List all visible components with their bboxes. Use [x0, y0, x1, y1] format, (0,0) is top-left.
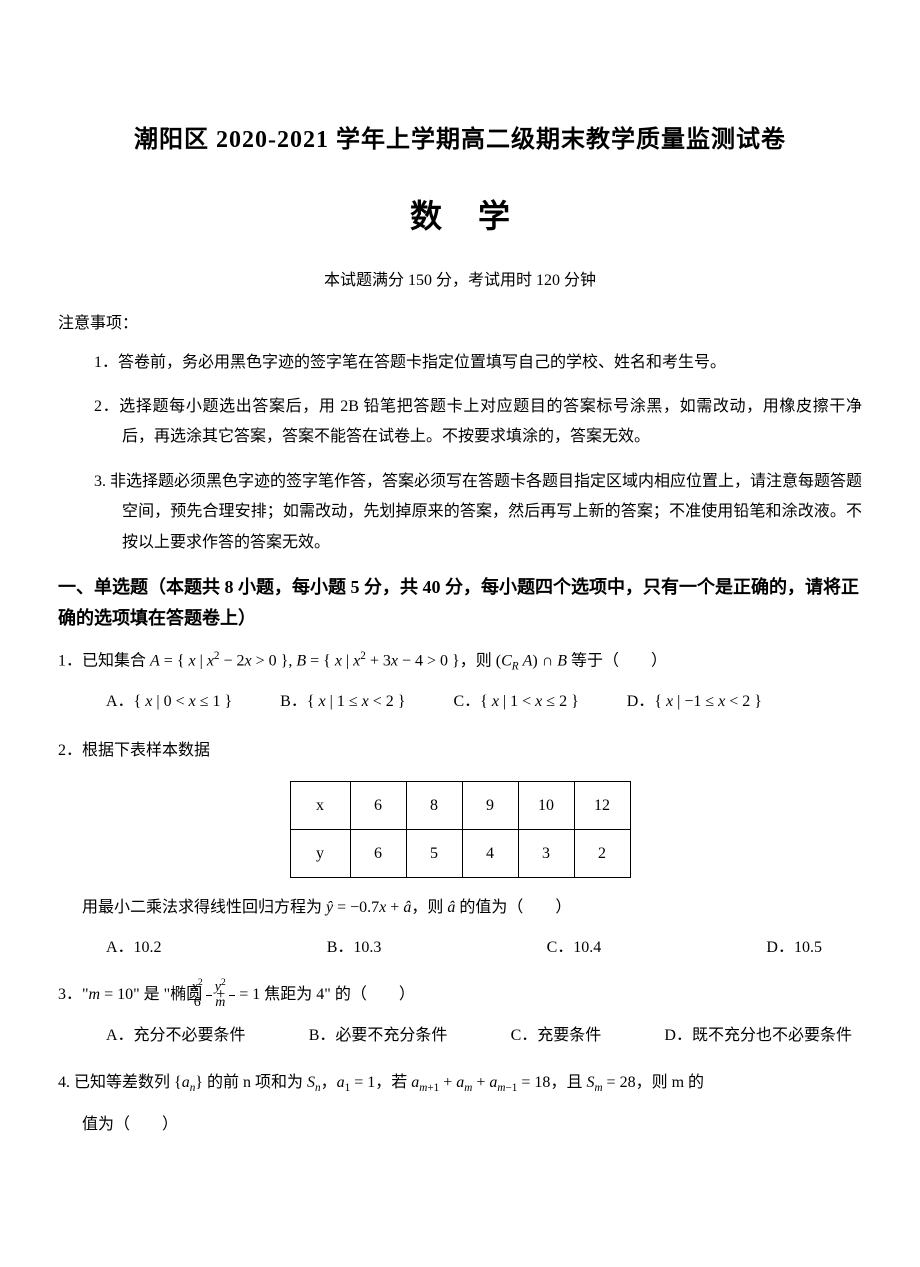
table-row: y 6 5 4 3 2 [290, 830, 630, 878]
table-cell: x [290, 782, 350, 830]
table-cell: y [290, 830, 350, 878]
q4-mid1: 的前 n 项和为 [203, 1074, 307, 1091]
q1-suffix: 等于（ ） [567, 652, 667, 669]
table-cell: 5 [406, 830, 462, 878]
q2-line2-prefix: 用最小二乘法求得线性回归方程为 [82, 899, 326, 916]
q2-line2: 用最小二乘法求得线性回归方程为 ŷ = −0.7x + â，则 â 的值为（ ） [58, 892, 862, 924]
q1-mid: ，则 [460, 652, 492, 669]
q3-mid2: 焦距为 4" 的（ ） [260, 986, 415, 1003]
notice-label: 注意事项： [58, 310, 862, 337]
q3-prefix: 3．" [58, 986, 89, 1003]
q4-mid5: ，则 m 的 [636, 1074, 704, 1091]
exam-info: 本试题满分 150 分，考试用时 120 分钟 [58, 267, 862, 294]
q1-d-label: D． [627, 693, 655, 710]
question-2: 2．根据下表样本数据 [58, 735, 862, 767]
q4-line2: 值为（ ） [58, 1109, 862, 1141]
table-cell: 3 [518, 830, 574, 878]
question-1: 1．已知集合 A = { x | x2 − 2x > 0 }, B = { x … [58, 645, 862, 678]
q4-mid4: ，且 [550, 1074, 586, 1091]
table-cell: 4 [462, 830, 518, 878]
q1-a-label: A． [106, 693, 134, 710]
notice-item-3: 3. 非选择题必须黑色字迹的签字笔作答，答案必须写在答题卡各题目指定区域内相应位… [58, 467, 862, 558]
q3-options: A．充分不必要条件 B．必要不充分条件 C．充要条件 D．既不充分也不必要条件 [58, 1022, 862, 1049]
table-cell: 2 [574, 830, 630, 878]
q2-opt-a: A．10.2 [106, 934, 162, 961]
q2-options: A．10.2 B．10.3 C．10.4 D．10.5 [58, 934, 862, 961]
q2-line2-suffix: 的值为（ ） [455, 899, 571, 916]
q1-opt-c: C．{ x | 1 < x ≤ 2 } [453, 688, 578, 715]
subject-title: 数学 [58, 189, 862, 243]
table-cell: 12 [574, 782, 630, 830]
section-1-header: 一、单选题（本题共 8 小题，每小题 5 分，共 40 分，每小题四个选项中，只… [58, 572, 862, 633]
q2-line2-mid: ，则 [411, 899, 447, 916]
q1-opt-b: B．{ x | 1 ≤ x < 2 } [280, 688, 405, 715]
question-4: 4. 已知等差数列 {an} 的前 n 项和为 Sn，a1 = 1，若 am+1… [58, 1067, 862, 1100]
question-3: 3．"m = 10" 是 "椭圆 x26 + y2m = 1 焦距为 4" 的（… [58, 979, 862, 1011]
q1-c-label: C． [453, 693, 480, 710]
q3-opt-d: D．既不充分也不必要条件 [664, 1022, 852, 1049]
q2-data-table: x 6 8 9 10 12 y 6 5 4 3 2 [290, 781, 631, 878]
table-cell: 8 [406, 782, 462, 830]
q2-opt-c: C．10.4 [547, 934, 602, 961]
q3-opt-a: A．充分不必要条件 [106, 1022, 246, 1049]
table-cell: 6 [350, 782, 406, 830]
q2-opt-b: B．10.3 [327, 934, 382, 961]
table-cell: 6 [350, 830, 406, 878]
notice-item-2: 2．选择题每小题选出答案后，用 2B 铅笔把答题卡上对应题目的答案标号涂黑，如需… [58, 392, 862, 453]
exam-title: 潮阳区 2020-2021 学年上学期高二级期末教学质量监测试卷 [58, 120, 862, 161]
notice-item-1: 1．答卷前，务必用黑色字迹的签字笔在答题卡指定位置填写自己的学校、姓名和考生号。 [58, 348, 862, 378]
q4-mid3: ，若 [375, 1074, 411, 1091]
q4-prefix: 4. 已知等差数列 [58, 1074, 174, 1091]
q1-b-label: B． [280, 693, 307, 710]
q4-mid2: ， [321, 1074, 337, 1091]
q1-prefix: 1．已知集合 [58, 652, 150, 669]
table-cell: 10 [518, 782, 574, 830]
q1-opt-d: D．{ x | −1 ≤ x < 2 } [627, 688, 762, 715]
q3-opt-c: C．充要条件 [511, 1022, 602, 1049]
q1-options: A．{ x | 0 < x ≤ 1 } B．{ x | 1 ≤ x < 2 } … [58, 688, 862, 715]
q2-opt-d: D．10.5 [766, 934, 822, 961]
q3-opt-b: B．必要不充分条件 [309, 1022, 448, 1049]
table-cell: 9 [462, 782, 518, 830]
table-row: x 6 8 9 10 12 [290, 782, 630, 830]
q1-opt-a: A．{ x | 0 < x ≤ 1 } [106, 688, 232, 715]
q3-eq1: = 1 [235, 986, 260, 1003]
